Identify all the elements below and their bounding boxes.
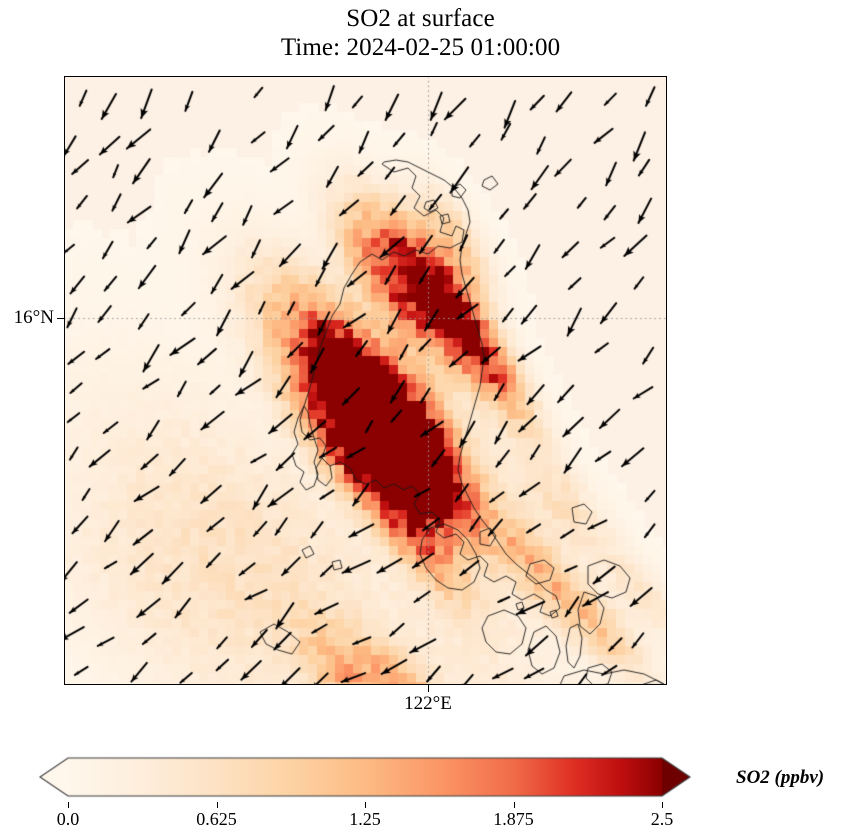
colorbar-title: SO2 (ppbv) xyxy=(736,767,825,788)
colorbar-tick-mark xyxy=(68,802,70,808)
colorbar-tick-label: 1.875 xyxy=(493,809,534,829)
colorbar[interactable]: SO2 (ppbv) 0.0 0.625 1.25 1.875 2.5 xyxy=(0,756,841,836)
colorbar-tick-label: 0.0 xyxy=(56,809,80,829)
lat-axis-label: 16°N xyxy=(13,307,54,328)
colorbar-tick-mark xyxy=(365,802,367,808)
title-line-time: Time: 2024-02-25 01:00:00 xyxy=(280,34,561,61)
lon-tick-mark xyxy=(428,685,430,692)
colorbar-tick-label: 2.5 xyxy=(650,809,674,829)
colorbar-tick-mark xyxy=(662,802,664,808)
map-plot-area[interactable]: 16°N 122°E xyxy=(14,76,667,714)
lon-axis-label: 122°E xyxy=(404,693,452,714)
title-line-variable: SO2 at surface xyxy=(346,5,495,32)
so2-concentration-map[interactable] xyxy=(64,76,667,685)
colorbar-tick-label: 0.625 xyxy=(196,809,237,829)
colorbar-tick-label: 1.25 xyxy=(349,809,381,829)
colorbar-tick-mark xyxy=(216,802,218,808)
figure-title: SO2 at surface Time: 2024-02-25 01:00:00 xyxy=(0,4,841,62)
lat-tick-mark xyxy=(57,318,64,320)
colorbar-tick-mark xyxy=(513,802,515,808)
colorbar-gradient[interactable] xyxy=(30,756,700,808)
